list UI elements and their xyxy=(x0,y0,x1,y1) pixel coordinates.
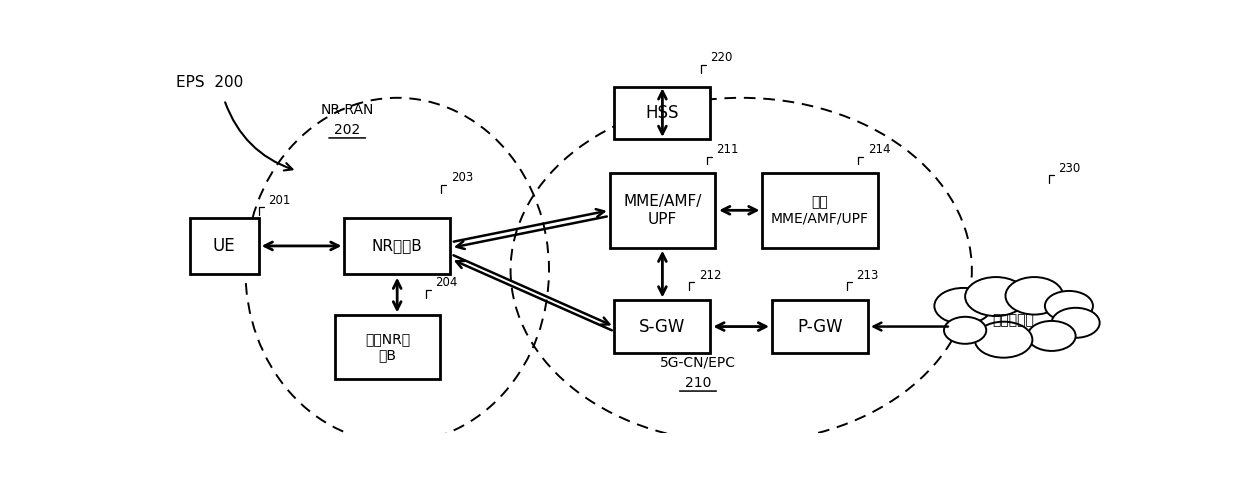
Text: 其它NR节
点B: 其它NR节 点B xyxy=(365,332,410,362)
Text: 211: 211 xyxy=(717,143,739,156)
Text: P-GW: P-GW xyxy=(797,318,843,336)
Text: 213: 213 xyxy=(857,268,879,281)
FancyBboxPatch shape xyxy=(610,173,715,248)
Text: 201: 201 xyxy=(268,193,290,206)
Ellipse shape xyxy=(944,317,986,344)
Ellipse shape xyxy=(1045,291,1092,321)
Text: 204: 204 xyxy=(435,276,458,289)
FancyBboxPatch shape xyxy=(773,300,868,353)
Text: 214: 214 xyxy=(868,143,890,156)
FancyBboxPatch shape xyxy=(345,218,450,274)
Text: UE: UE xyxy=(213,237,236,255)
Text: 203: 203 xyxy=(451,171,474,184)
Ellipse shape xyxy=(1052,308,1100,338)
Text: NR-RAN: NR-RAN xyxy=(320,103,374,116)
Ellipse shape xyxy=(965,277,1027,316)
Ellipse shape xyxy=(1006,277,1063,315)
Text: 其它
MME/AMF/UPF: 其它 MME/AMF/UPF xyxy=(771,195,869,225)
Text: 230: 230 xyxy=(1059,162,1080,175)
FancyBboxPatch shape xyxy=(335,315,440,379)
Text: S-GW: S-GW xyxy=(640,318,686,336)
FancyBboxPatch shape xyxy=(190,218,259,274)
Text: HSS: HSS xyxy=(646,104,680,122)
Text: 因特网服务: 因特网服务 xyxy=(992,313,1034,327)
Text: 210: 210 xyxy=(684,376,712,390)
Ellipse shape xyxy=(1028,321,1075,351)
Text: 202: 202 xyxy=(334,123,361,137)
Ellipse shape xyxy=(975,322,1033,357)
Text: NR节点B: NR节点B xyxy=(372,239,423,253)
Text: MME/AMF/
UPF: MME/AMF/ UPF xyxy=(624,194,702,226)
Text: 212: 212 xyxy=(699,268,722,281)
Ellipse shape xyxy=(935,288,992,324)
FancyBboxPatch shape xyxy=(763,173,878,248)
Text: 220: 220 xyxy=(711,51,733,64)
FancyBboxPatch shape xyxy=(614,300,711,353)
FancyBboxPatch shape xyxy=(614,87,711,139)
Text: 5G-CN/EPC: 5G-CN/EPC xyxy=(660,356,737,370)
Text: EPS  200: EPS 200 xyxy=(176,75,243,90)
